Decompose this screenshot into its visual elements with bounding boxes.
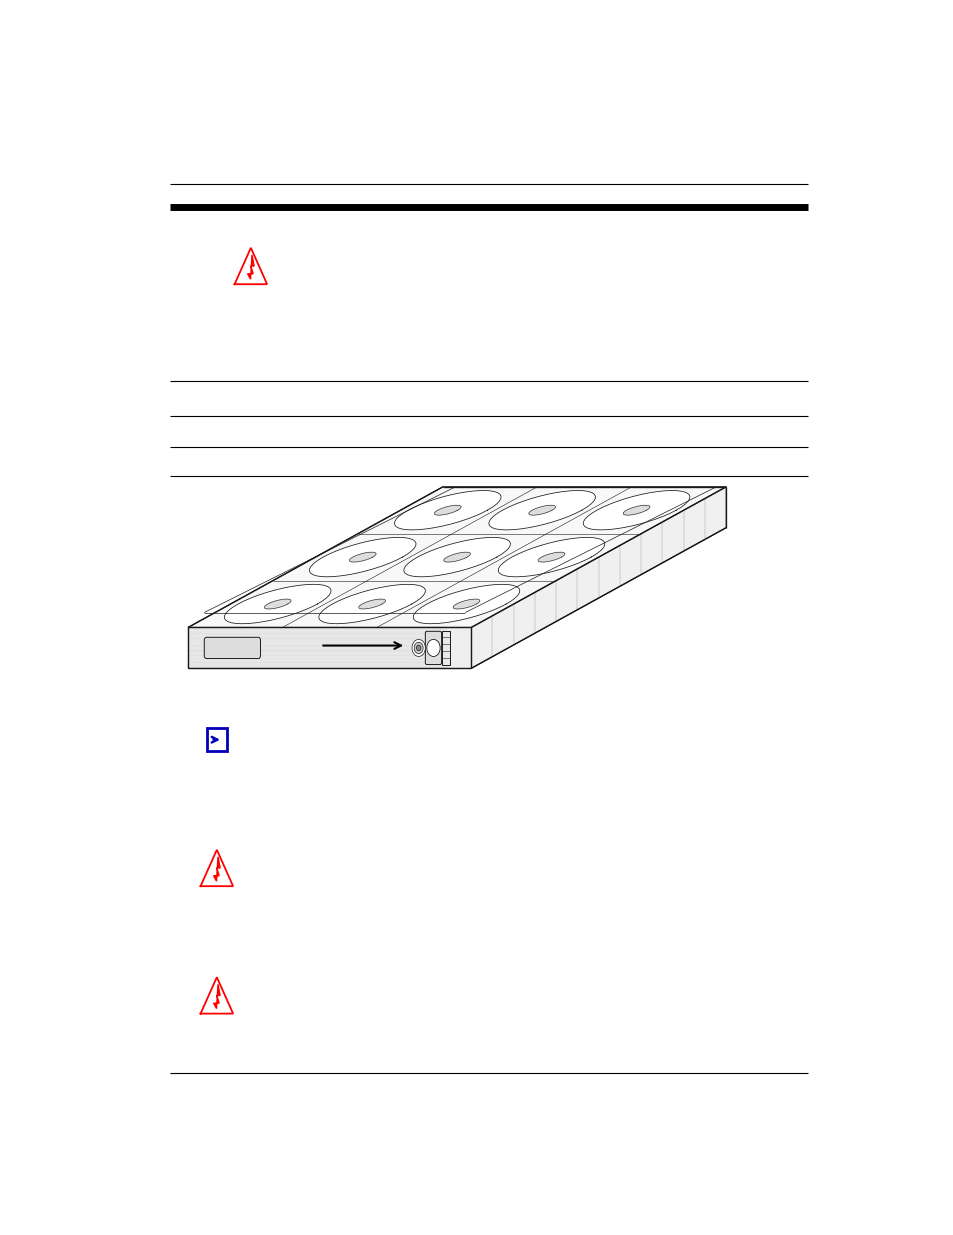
Polygon shape: [582, 490, 689, 530]
Polygon shape: [453, 599, 479, 609]
Circle shape: [426, 640, 439, 657]
Polygon shape: [434, 505, 460, 515]
Polygon shape: [264, 599, 291, 609]
Polygon shape: [622, 505, 649, 515]
Polygon shape: [248, 254, 253, 279]
Polygon shape: [213, 857, 220, 881]
Circle shape: [414, 642, 423, 653]
Polygon shape: [537, 552, 564, 562]
Polygon shape: [413, 584, 519, 624]
Polygon shape: [200, 850, 233, 887]
Polygon shape: [395, 490, 500, 530]
Polygon shape: [200, 977, 233, 1014]
Polygon shape: [358, 599, 385, 609]
Polygon shape: [403, 537, 510, 577]
Polygon shape: [188, 627, 471, 668]
FancyBboxPatch shape: [425, 631, 441, 664]
Circle shape: [416, 645, 420, 651]
FancyBboxPatch shape: [204, 637, 260, 658]
Polygon shape: [349, 552, 375, 562]
Circle shape: [412, 640, 425, 657]
Polygon shape: [234, 248, 267, 284]
Polygon shape: [528, 505, 555, 515]
Bar: [441, 631, 450, 666]
Polygon shape: [318, 584, 425, 624]
Polygon shape: [309, 537, 416, 577]
Bar: [207, 729, 227, 751]
Polygon shape: [213, 984, 220, 1009]
Polygon shape: [224, 584, 331, 624]
Polygon shape: [471, 487, 725, 668]
Polygon shape: [497, 537, 604, 577]
Polygon shape: [443, 552, 470, 562]
Polygon shape: [488, 490, 595, 530]
Polygon shape: [188, 487, 725, 627]
